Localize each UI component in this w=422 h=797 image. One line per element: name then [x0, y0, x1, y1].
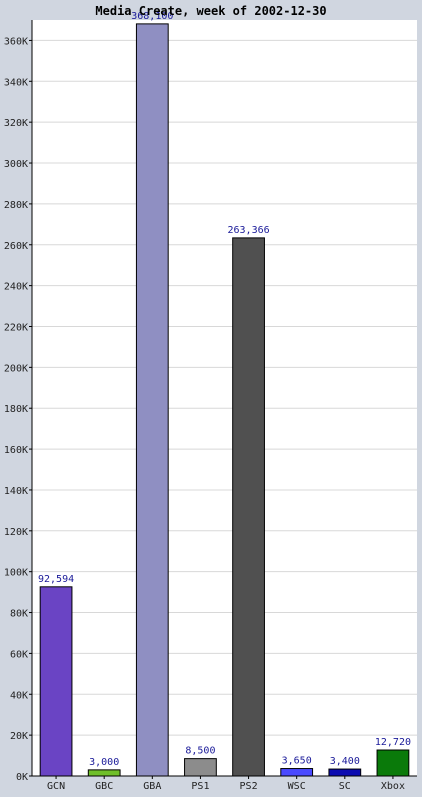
bar-ps2 [232, 237, 265, 777]
bar-gba [135, 23, 169, 777]
bar-wsc [280, 768, 314, 777]
data-label-ps1: 8,500 [185, 746, 215, 757]
data-label-sc: 3,400 [330, 756, 360, 767]
data-label-gcn: 92,594 [38, 574, 74, 585]
data-label-xbox: 12,720 [375, 737, 411, 748]
x-tick-label: GBA [143, 781, 161, 792]
x-tick-label: GBC [95, 781, 113, 792]
y-tick-label: 60K [10, 649, 28, 660]
y-tick-label: 280K [4, 200, 28, 211]
bar-gbc [87, 769, 121, 777]
x-tick-label: WSC [288, 781, 306, 792]
x-tick-label: SC [339, 781, 351, 792]
data-label-wsc: 3,650 [282, 756, 312, 767]
y-tick-label: 240K [4, 282, 28, 293]
y-tick-label: 260K [4, 241, 28, 252]
x-tick-label: Xbox [381, 781, 405, 792]
y-tick-label: 140K [4, 486, 28, 497]
y-tick-label: 340K [4, 77, 28, 88]
bar-ps1 [184, 758, 217, 777]
plot-area [32, 20, 417, 776]
bar-xbox [376, 749, 410, 777]
y-tick-label: 40K [10, 690, 28, 701]
y-tick-label: 120K [4, 527, 28, 538]
data-label-ps2: 263,366 [227, 225, 269, 236]
y-axis-ticks: 0K 20K 40K 60K 80K 100K 120K 140K 160K 180K 200K 22… [4, 36, 32, 783]
y-tick-label: 200K [4, 363, 28, 374]
x-axis-ticks: GCN GBC GBA PS1 PS2 WSC SC Xbox [47, 776, 405, 792]
x-tick-label: PS1 [191, 781, 209, 792]
data-label-gbc: 3,000 [89, 757, 119, 768]
chart-title: Media Create, week of 2002-12-30 [95, 4, 326, 18]
y-tick-label: 0K [16, 772, 28, 783]
y-tick-label: 80K [10, 609, 28, 620]
y-tick-label: 360K [4, 36, 28, 47]
y-tick-label: 180K [4, 404, 28, 415]
bars [39, 23, 410, 777]
y-tick-label: 100K [4, 568, 28, 579]
data-label-gba: 368,100 [131, 11, 173, 22]
data-labels: 92,594 3,000 368,100 8,500 263,366 3,650 3,400… [38, 11, 411, 768]
gridlines [32, 39, 417, 736]
y-tick-label: 320K [4, 118, 28, 129]
bar-gcn [39, 586, 73, 777]
y-tick-label: 220K [4, 322, 28, 333]
x-tick-label: PS2 [240, 781, 258, 792]
y-tick-label: 20K [10, 731, 28, 742]
x-tick-label: GCN [47, 781, 65, 792]
y-tick-label: 300K [4, 159, 28, 170]
y-tick-label: 160K [4, 445, 28, 456]
bar-sc [328, 768, 362, 777]
